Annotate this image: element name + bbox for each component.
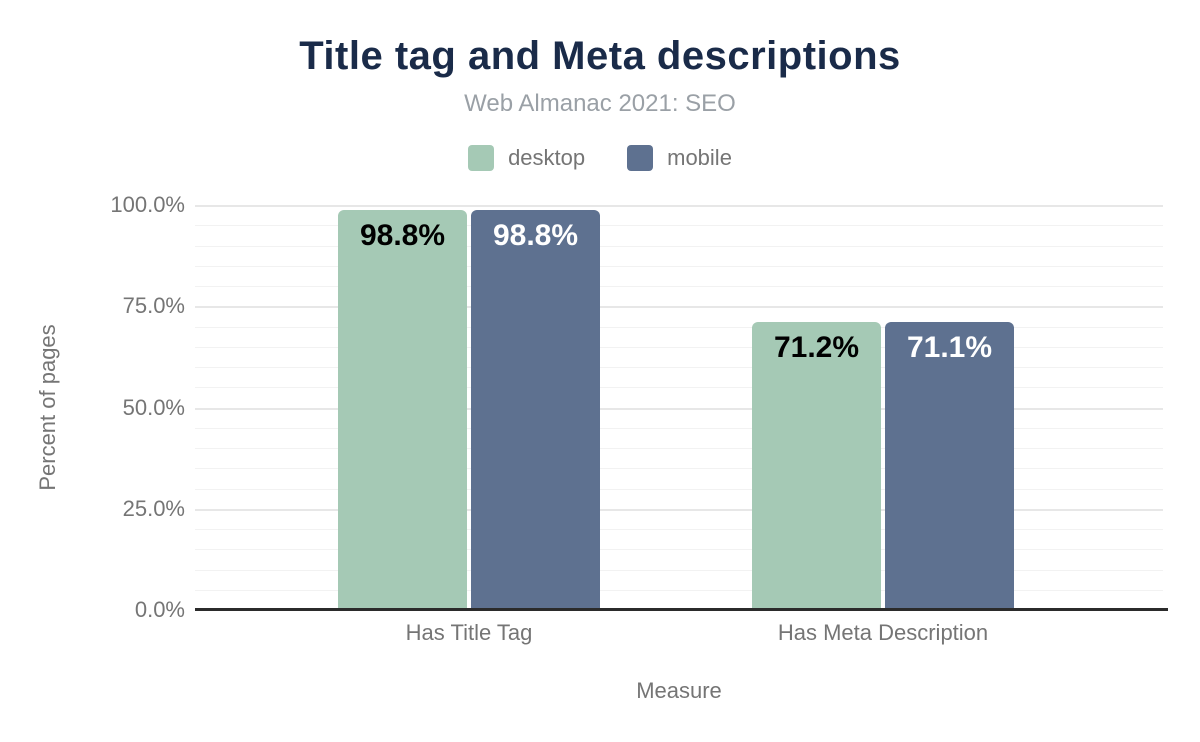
gridline-minor xyxy=(195,589,1163,591)
gridline-minor xyxy=(195,427,1163,429)
legend-label-mobile: mobile xyxy=(667,145,732,170)
bar-value-label: 98.8% xyxy=(492,218,579,252)
gridline-minor xyxy=(195,367,1163,368)
bar-desktop-0: 98.8% xyxy=(338,209,467,610)
gridline-minor xyxy=(195,245,1163,247)
gridline-minor xyxy=(195,569,1163,571)
gridline-minor xyxy=(195,265,1163,267)
legend: desktop mobile xyxy=(0,143,1200,173)
x-axis-title: Measure xyxy=(636,678,722,703)
gridline-major xyxy=(195,508,1163,511)
bar-desktop-1: 71.2% xyxy=(752,321,881,610)
legend-swatch-desktop xyxy=(468,145,495,171)
y-tick-label: 75.0% xyxy=(122,293,185,319)
gridline-minor xyxy=(195,286,1163,287)
chart-title: Title tag and Meta descriptions xyxy=(299,34,901,78)
gridline-minor xyxy=(195,468,1163,470)
gridline-minor xyxy=(195,326,1163,328)
gridline-minor xyxy=(195,448,1163,449)
x-category-label: Has Meta Description xyxy=(777,620,989,645)
y-tick-label: 25.0% xyxy=(122,495,185,521)
x-axis-line xyxy=(195,608,1168,611)
bar-value-label: 71.1% xyxy=(906,331,993,365)
y-tick-label: 50.0% xyxy=(122,394,185,420)
gridline-minor xyxy=(195,225,1163,227)
bar-mobile-1: 71.1% xyxy=(885,322,1014,610)
y-tick-label: 0.0% xyxy=(134,597,185,622)
bar-value-label: 71.2% xyxy=(773,330,860,364)
legend-swatch-mobile xyxy=(627,145,654,171)
y-axis-title: Percent of pages xyxy=(35,324,60,491)
gridline-major xyxy=(195,306,1163,309)
bar-mobile-0: 98.8% xyxy=(471,209,600,610)
gridline-major xyxy=(195,407,1163,410)
gridline-minor xyxy=(195,387,1163,389)
legend-label-desktop: desktop xyxy=(508,145,586,170)
gridline-major xyxy=(195,205,1163,207)
chart-subtitle: Web Almanac 2021: SEO xyxy=(464,90,736,117)
y-tick-label: 100.0% xyxy=(110,192,185,217)
bar-value-label: 98.8% xyxy=(359,218,446,252)
x-category-label: Has Title Tag xyxy=(405,620,533,645)
gridline-minor xyxy=(195,529,1163,530)
gridline-minor xyxy=(195,488,1163,490)
legend-item-mobile: mobile xyxy=(627,145,732,171)
gridline-minor xyxy=(195,549,1163,551)
legend-item-desktop: desktop xyxy=(468,145,585,171)
gridline-minor xyxy=(195,346,1163,348)
